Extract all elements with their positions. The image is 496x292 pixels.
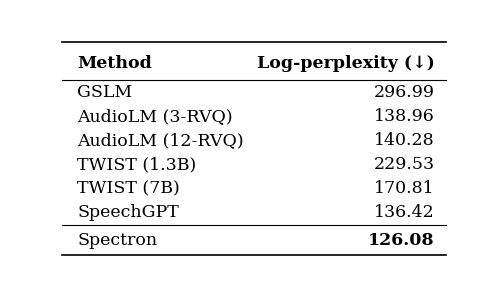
Text: 296.99: 296.99: [374, 84, 435, 100]
Text: 138.96: 138.96: [374, 108, 435, 125]
Text: 170.81: 170.81: [374, 180, 435, 197]
Text: TWIST (1.3B): TWIST (1.3B): [77, 156, 196, 173]
Text: TWIST (7B): TWIST (7B): [77, 180, 180, 197]
Text: 126.08: 126.08: [369, 232, 435, 249]
Text: SpeechGPT: SpeechGPT: [77, 204, 179, 221]
Text: Spectron: Spectron: [77, 232, 158, 249]
Text: 136.42: 136.42: [374, 204, 435, 221]
Text: AudioLM (12-RVQ): AudioLM (12-RVQ): [77, 132, 244, 149]
Text: AudioLM (3-RVQ): AudioLM (3-RVQ): [77, 108, 233, 125]
Text: Log-perplexity (↓): Log-perplexity (↓): [257, 55, 435, 72]
Text: Method: Method: [77, 55, 152, 72]
Text: 229.53: 229.53: [374, 156, 435, 173]
Text: 140.28: 140.28: [374, 132, 435, 149]
Text: GSLM: GSLM: [77, 84, 132, 100]
